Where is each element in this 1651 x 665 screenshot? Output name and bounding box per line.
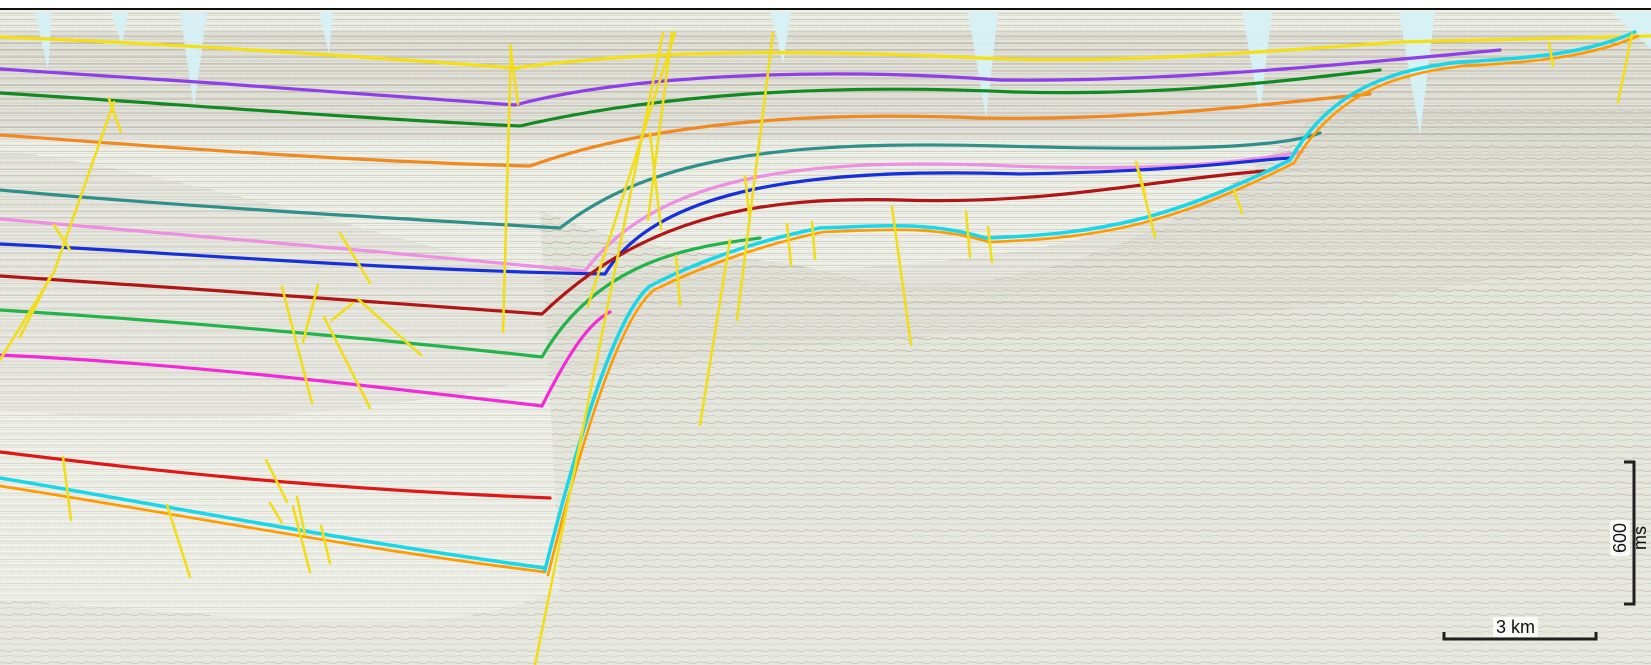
top-frame-border: [0, 0, 1651, 10]
distance-scale-label: 3 km: [1493, 617, 1539, 637]
time-scale-label: 600 ms: [1610, 520, 1650, 556]
scale-bars: [1442, 460, 1636, 641]
